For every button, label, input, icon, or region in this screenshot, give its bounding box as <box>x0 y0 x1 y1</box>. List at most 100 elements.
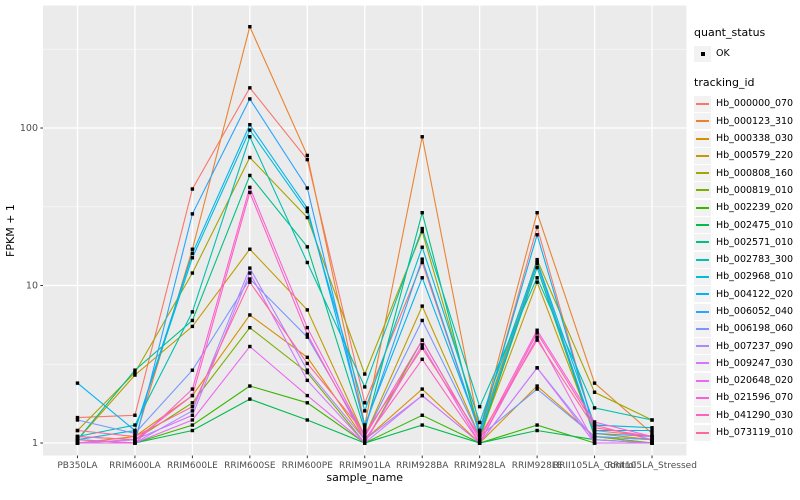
x-tick-label: RRIM928LA <box>454 461 506 471</box>
legend-key-swatch <box>694 320 711 337</box>
legend-line-icon <box>696 154 709 157</box>
data-point <box>133 437 137 442</box>
legend-key-swatch <box>694 303 711 320</box>
data-point <box>133 373 137 377</box>
data-point <box>190 409 195 413</box>
legend-label: Hb_004122_020 <box>716 288 794 300</box>
data-point <box>248 397 252 401</box>
legend-entry: Hb_000123_310 <box>694 113 798 130</box>
data-point <box>650 428 654 433</box>
data-point <box>650 431 654 436</box>
legend-entry: Hb_009247_030 <box>694 355 798 372</box>
legend-line-icon <box>696 258 709 261</box>
data-point <box>363 441 367 445</box>
x-tick-label: RRIM901LA <box>339 461 391 471</box>
legend-label: Hb_002571_010 <box>716 236 794 248</box>
legend-key-swatch <box>694 355 711 372</box>
data-point <box>305 157 309 162</box>
legend-key-swatch <box>694 130 711 147</box>
data-point <box>133 423 137 427</box>
legend-line-icon <box>696 241 709 244</box>
legend-entry: Hb_000819_010 <box>694 182 798 199</box>
data-point <box>363 434 367 439</box>
data-point <box>363 409 367 413</box>
data-point <box>420 210 424 215</box>
data-point <box>75 441 80 445</box>
data-point <box>248 185 252 190</box>
data-point <box>592 423 597 427</box>
legend-key-swatch <box>694 199 711 216</box>
legend-entries: Hb_000000_070 Hb_000123_310 Hb_000338_030 H… <box>694 95 798 441</box>
data-point <box>535 280 539 284</box>
data-point <box>305 260 309 265</box>
data-point <box>305 325 309 330</box>
legend-key-swatch <box>694 182 711 199</box>
data-point <box>592 441 597 445</box>
data-point <box>305 418 309 422</box>
data-point <box>190 247 195 251</box>
data-point <box>477 434 482 439</box>
data-point <box>305 401 309 405</box>
data-point <box>190 318 195 323</box>
legend-line-icon <box>696 327 709 330</box>
legend-label: Hb_000808_160 <box>716 167 794 179</box>
legend-entry: Hb_073119_010 <box>694 424 798 441</box>
data-point <box>477 428 482 433</box>
legend-label: Hb_000819_010 <box>716 184 794 196</box>
data-point <box>248 155 252 160</box>
legend-title-tracking-id: tracking_id <box>694 76 755 90</box>
data-point <box>248 122 252 127</box>
legend-key-swatch <box>694 147 711 164</box>
data-point <box>535 257 539 262</box>
data-point <box>248 86 252 90</box>
legend-key-swatch <box>694 407 711 424</box>
data-point <box>592 390 597 394</box>
data-point <box>305 153 309 158</box>
data-point <box>190 310 195 314</box>
data-point <box>592 428 597 433</box>
x-tick-label: RRIM600LE <box>167 461 218 471</box>
data-point <box>420 245 424 249</box>
point-marker-icon <box>700 51 705 56</box>
data-point <box>477 431 482 436</box>
data-point <box>75 418 80 422</box>
legend-key-swatch <box>694 113 711 130</box>
x-tick-label: PB350LA <box>57 461 98 471</box>
data-point <box>305 209 309 214</box>
data-point <box>248 135 252 139</box>
data-point <box>420 257 424 261</box>
data-point <box>133 431 137 436</box>
data-point <box>248 190 252 195</box>
data-point <box>305 393 309 398</box>
legend-line-icon <box>696 224 709 227</box>
legend-entry: Hb_021596_070 <box>694 389 798 406</box>
data-point <box>535 261 539 266</box>
data-point <box>75 415 80 420</box>
data-point <box>650 418 654 422</box>
data-point <box>535 384 539 388</box>
data-point <box>133 413 137 417</box>
legend-entry: Hb_020648_020 <box>694 372 798 389</box>
legend-key-swatch <box>694 251 711 268</box>
legend-label-ok: OK <box>716 48 730 60</box>
data-point <box>248 280 252 284</box>
data-point <box>592 426 597 430</box>
data-point <box>535 338 539 342</box>
x-tick-label: RRIM600LA <box>109 461 161 471</box>
legend-line-icon <box>696 362 709 365</box>
data-point <box>190 251 195 256</box>
data-point <box>363 437 367 442</box>
legend-entry: Hb_002475_010 <box>694 216 798 234</box>
data-point <box>190 256 195 260</box>
data-point <box>650 434 654 439</box>
y-axis-title: FPKM + 1 <box>4 204 17 257</box>
legend-entry: Hb_002968_010 <box>694 268 798 285</box>
data-point <box>363 401 367 405</box>
data-point <box>650 441 654 445</box>
data-point <box>592 420 597 424</box>
data-point <box>535 328 539 332</box>
legend-key-swatch <box>694 268 711 285</box>
legend-label: Hb_002783_300 <box>716 254 794 266</box>
